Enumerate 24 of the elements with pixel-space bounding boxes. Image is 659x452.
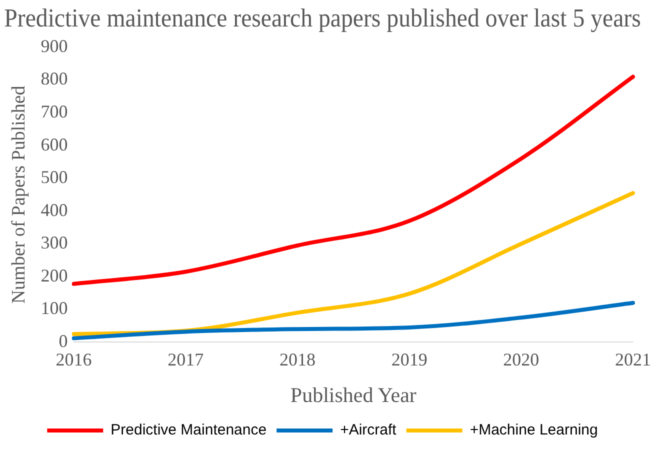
y-tick-label: 400 xyxy=(40,200,68,220)
y-tick-label: 900 xyxy=(40,36,68,56)
y-axis-title: Number of Papers Published xyxy=(8,85,30,304)
x-axis-title: Published Year xyxy=(290,382,416,407)
x-tick-label: 2021 xyxy=(615,350,651,370)
x-tick-label: 2020 xyxy=(503,350,540,370)
x-tick-label: 2016 xyxy=(56,350,92,370)
legend-label: +Aircraft xyxy=(340,422,398,439)
x-tick-label: 2017 xyxy=(168,350,204,370)
y-tick-label: 200 xyxy=(40,265,68,286)
line-series xyxy=(72,300,635,340)
legend-label: +Machine Learning xyxy=(470,422,598,439)
y-tick-label: 600 xyxy=(40,134,68,154)
y-tick-label: 100 xyxy=(40,298,68,318)
y-tick-label: 300 xyxy=(40,232,68,253)
y-tick-label: 800 xyxy=(40,68,68,89)
x-tick-label: 2018 xyxy=(279,350,316,370)
legend-label: Predictive Maintenance xyxy=(110,422,267,439)
chart-title: Predictive maintenance research papers published over last 5 years xyxy=(4,4,641,33)
y-tick-label: 0 xyxy=(58,330,68,351)
x-tick-label: 2019 xyxy=(391,350,428,370)
line-series xyxy=(72,74,635,286)
y-tick-label: 700 xyxy=(40,101,68,122)
y-tick-label: 500 xyxy=(40,167,68,188)
